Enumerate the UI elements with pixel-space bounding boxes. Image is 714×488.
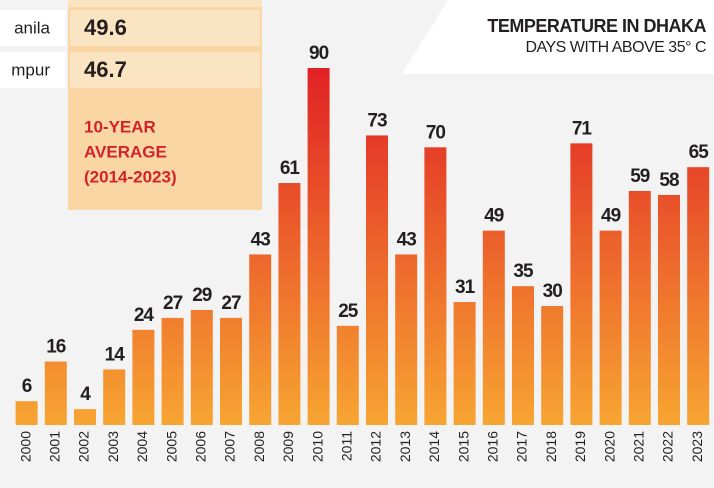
inset-label-bg	[0, 10, 66, 46]
value-label: 61	[280, 158, 301, 179]
bar	[44, 361, 67, 425]
value-label: 49	[484, 206, 504, 227]
x-tick-label: 2010	[309, 431, 325, 462]
bar	[599, 230, 622, 425]
value-label: 35	[513, 261, 534, 282]
inset-note: 10-YEAR	[84, 117, 156, 136]
value-label: 31	[455, 277, 476, 298]
inset-row-bg	[70, 52, 260, 88]
inset-value: 46.7	[84, 57, 127, 82]
value-label: 6	[22, 376, 32, 397]
bar	[307, 68, 330, 425]
bar	[628, 190, 651, 425]
inset-label: anila	[14, 18, 50, 37]
x-tick-label: 2018	[543, 431, 559, 462]
chart-subtitle: DAYS WITH ABOVE 35° C	[525, 39, 706, 56]
chart-title: TEMPERATURE IN DHAKA	[487, 16, 706, 36]
bar	[220, 317, 242, 425]
bar	[512, 286, 534, 425]
value-label: 71	[572, 118, 593, 139]
value-label: 27	[221, 293, 241, 314]
bar	[687, 167, 710, 425]
bar	[541, 306, 564, 425]
x-tick-label: 2007	[222, 431, 238, 462]
bar	[336, 325, 359, 425]
value-label: 65	[689, 142, 710, 163]
x-tick-label: 2013	[397, 431, 413, 462]
bar	[395, 254, 418, 425]
value-label: 59	[630, 166, 650, 187]
x-tick-label: 2021	[631, 431, 647, 462]
x-tick-label: 2012	[368, 431, 384, 462]
inset-label: mpur	[11, 60, 50, 79]
bar	[132, 329, 155, 425]
value-label: 58	[659, 170, 679, 191]
bar	[249, 254, 272, 425]
bar	[278, 183, 301, 425]
x-tick-label: 2008	[251, 431, 267, 462]
x-tick-label: 2001	[47, 431, 63, 462]
inset-note: AVERAGE	[84, 142, 167, 161]
bar	[658, 194, 680, 425]
value-label: 25	[338, 301, 359, 322]
inset-label-bg	[0, 52, 66, 88]
inset-note: (2014-2023)	[84, 167, 177, 186]
x-tick-label: 2017	[514, 431, 530, 462]
inset-strip	[68, 0, 262, 7]
x-tick-label: 2000	[17, 431, 33, 462]
value-label: 43	[397, 229, 417, 250]
x-tick-label: 2019	[572, 431, 588, 462]
inset-row-bg	[70, 10, 260, 46]
value-label: 24	[134, 305, 155, 326]
value-label: 70	[426, 122, 446, 143]
x-tick-label: 2004	[134, 431, 150, 462]
value-label: 14	[105, 344, 126, 365]
x-tick-label: 2020	[601, 431, 617, 462]
value-label: 4	[80, 384, 91, 405]
x-tick-label: 2014	[426, 431, 442, 462]
x-tick-label: 2005	[163, 431, 179, 462]
bar	[161, 317, 184, 425]
bar	[190, 309, 213, 425]
value-label: 16	[46, 337, 66, 358]
x-tick-label: 2011	[339, 431, 355, 461]
x-tick-label: 2003	[105, 431, 121, 462]
value-label: 30	[543, 281, 563, 302]
value-label: 27	[163, 293, 183, 314]
bar	[424, 147, 447, 426]
bar	[453, 302, 476, 425]
x-tick-label: 2016	[485, 431, 501, 462]
value-label: 90	[309, 43, 329, 64]
bar	[15, 401, 38, 425]
value-label: 29	[192, 285, 212, 306]
x-tick-label: 2023	[689, 431, 705, 462]
x-tick-label: 2009	[280, 431, 296, 462]
title-box	[402, 0, 714, 74]
x-tick-label: 2006	[193, 431, 209, 462]
x-tick-label: 2015	[455, 431, 471, 462]
value-label: 73	[367, 110, 387, 131]
bar	[103, 369, 126, 425]
value-label: 43	[251, 229, 271, 250]
bar	[570, 143, 593, 425]
bar	[74, 409, 96, 425]
bar	[482, 230, 505, 425]
x-tick-label: 2002	[76, 431, 92, 462]
bar	[366, 135, 388, 425]
inset-value: 49.6	[84, 15, 127, 40]
x-tick-label: 2022	[660, 431, 676, 462]
value-label: 49	[601, 206, 621, 227]
